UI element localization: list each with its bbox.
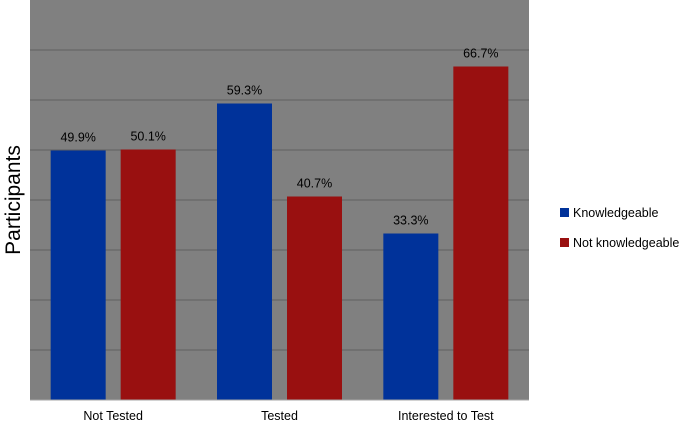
gridlines [30,49,529,351]
data-label: 40.7% [297,177,332,191]
legend-label: Knowledgeable [573,206,659,220]
category-labels: Not Tested Tested Interested to Test [83,409,494,423]
data-labels: 49.9% 50.1% 59.3% 40.7% 33.3% 66.7% [60,47,498,228]
data-label: 49.9% [60,131,95,145]
data-label: 50.1% [130,130,165,144]
bar-not-knowledgeable-1 [120,149,176,400]
bar-knowledgeable-2 [217,103,272,400]
bars [50,66,509,400]
data-label: 33.3% [393,214,428,228]
bar-not-knowledgeable-3 [453,66,509,400]
category-label: Tested [261,409,298,423]
legend-swatch [560,238,569,247]
category-label: Interested to Test [398,409,494,423]
bar-not-knowledgeable-2 [287,196,342,400]
y-axis-label: Participants [2,145,25,255]
bar-knowledgeable-1 [50,150,106,400]
data-label: 59.3% [227,84,262,98]
bar-knowledgeable-3 [383,233,439,400]
category-label: Not Tested [83,409,143,423]
legend-swatch [560,208,569,217]
legend: Knowledgeable Not knowledgeable [560,206,679,250]
legend-label: Not knowledgeable [573,236,679,250]
data-label: 66.7% [463,47,498,61]
